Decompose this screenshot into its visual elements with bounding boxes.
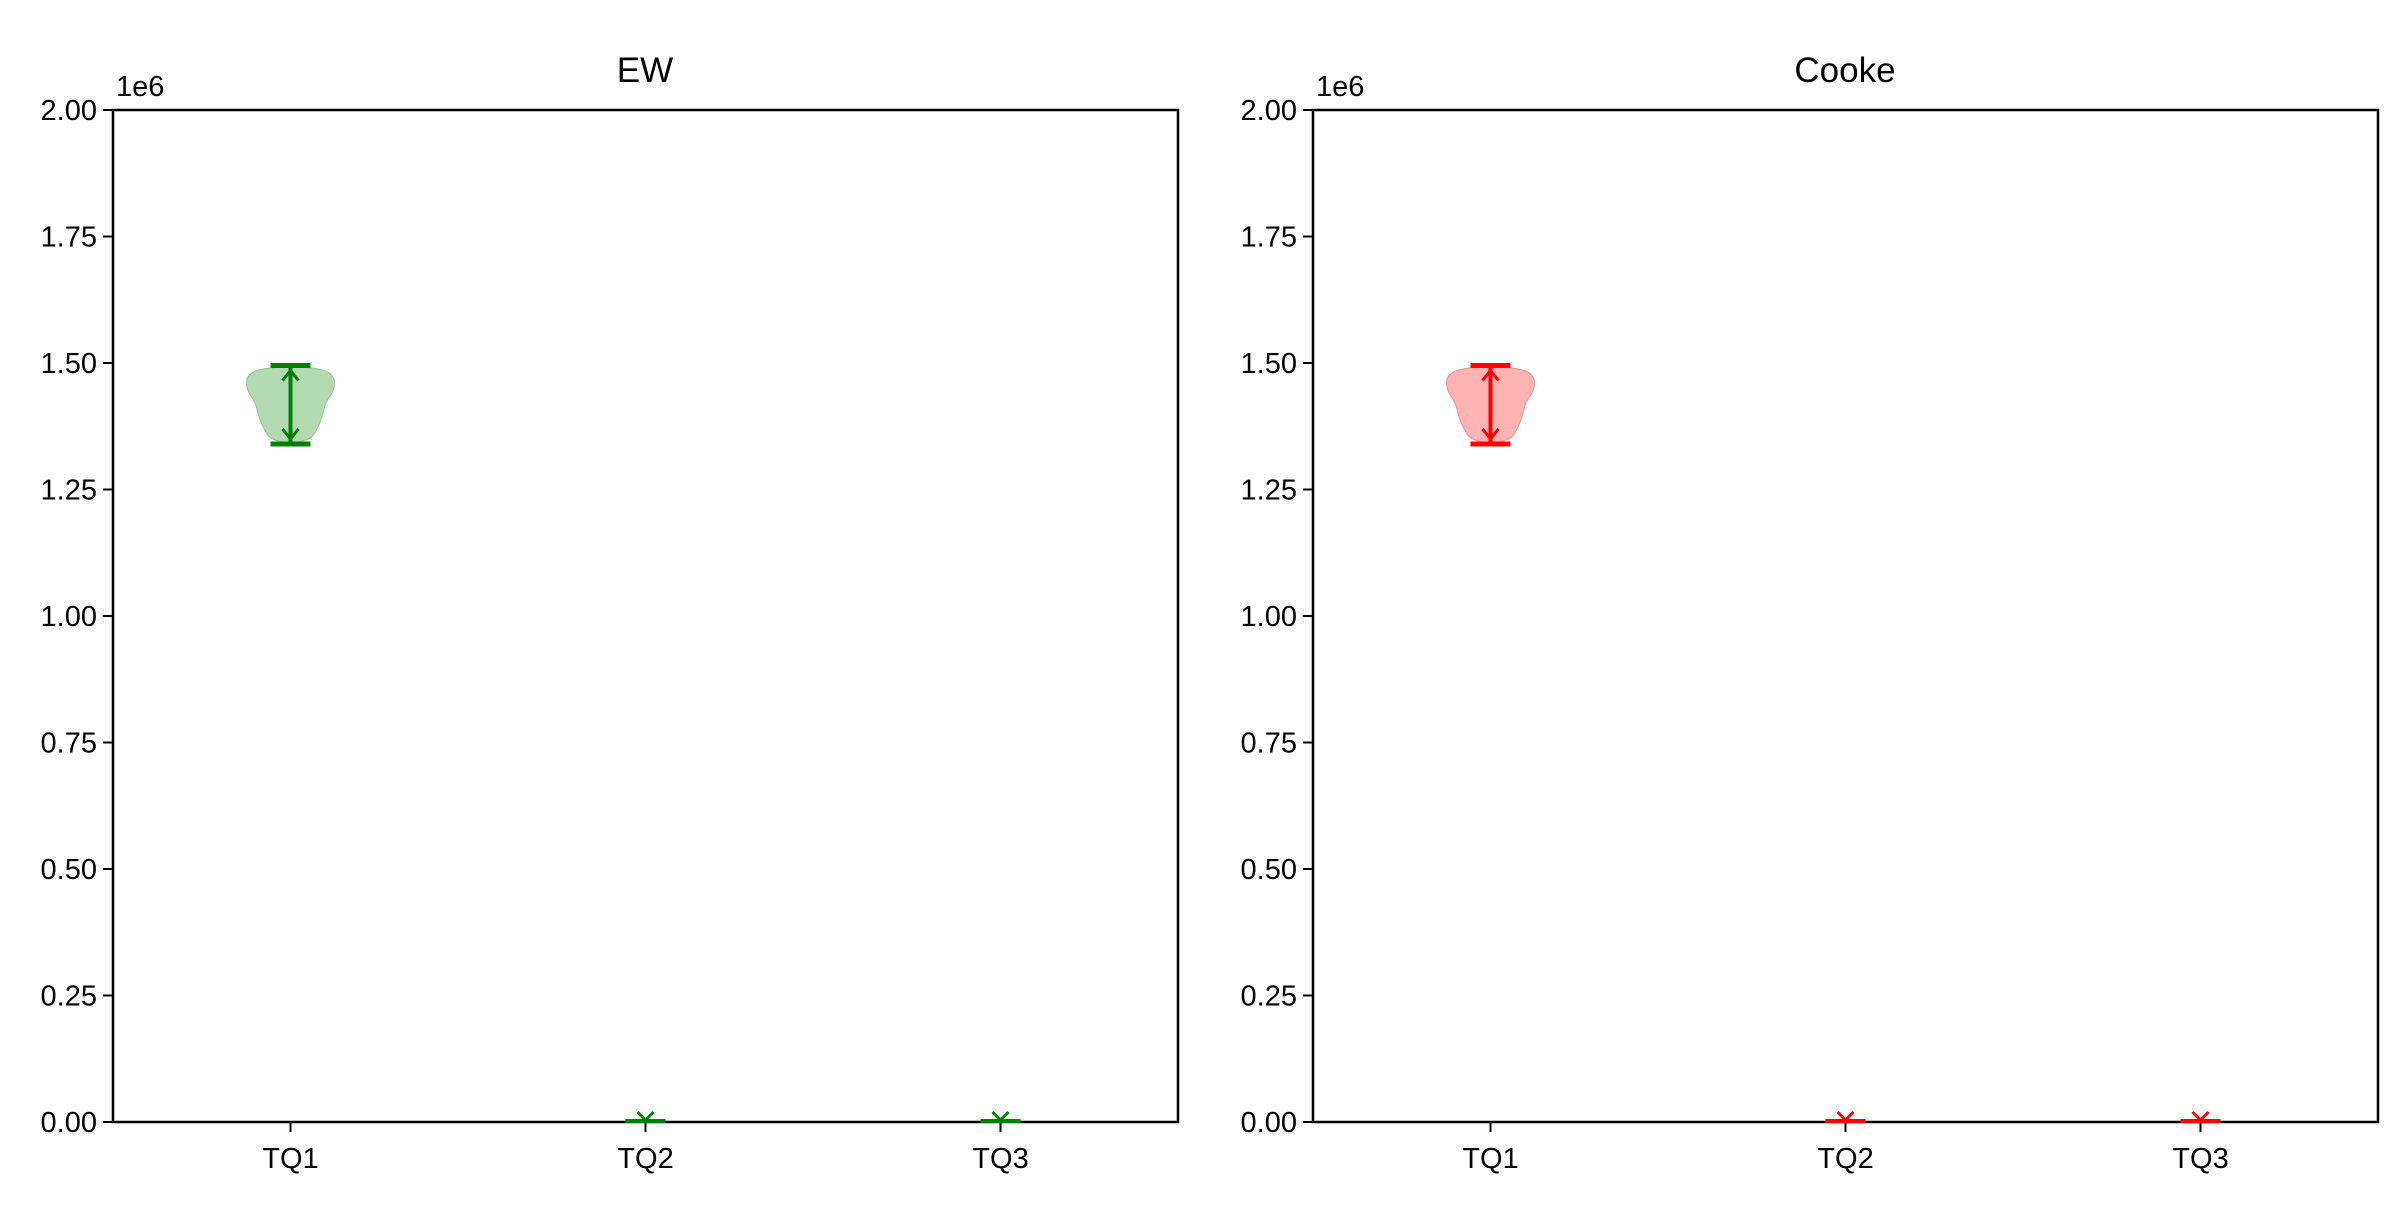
x-tick-label: TQ2 bbox=[617, 1143, 673, 1175]
y-tick-label: 1.00 bbox=[1241, 601, 1297, 633]
panel-title-ew: EW bbox=[617, 51, 673, 90]
y-tick-label: 1.25 bbox=[1241, 475, 1297, 507]
y-tick-label: 1.50 bbox=[1241, 348, 1297, 380]
violin-arrow-down bbox=[1836, 1110, 1855, 1123]
y-tick-label: 0.25 bbox=[41, 981, 97, 1013]
y-tick-label: 2.00 bbox=[1241, 95, 1297, 127]
x-tick-label: TQ3 bbox=[972, 1143, 1028, 1175]
violin-arrow-down bbox=[1481, 428, 1500, 442]
violin-arrow-up bbox=[1481, 368, 1500, 382]
y-tick-label: 1.50 bbox=[41, 348, 97, 380]
violin-arrow-down bbox=[636, 1110, 655, 1123]
y-tick-label: 0.25 bbox=[1241, 981, 1297, 1013]
y-tick-label: 1.25 bbox=[41, 475, 97, 507]
x-tick-label: TQ1 bbox=[1462, 1143, 1518, 1175]
violin-arrow-down bbox=[281, 428, 300, 442]
y-tick-label: 0.75 bbox=[1241, 728, 1297, 760]
y-tick-label: 1.75 bbox=[1241, 222, 1297, 254]
violin-arrow-down bbox=[991, 1110, 1010, 1123]
offset-label-ew: 1e6 bbox=[116, 71, 164, 103]
x-tick-label: TQ1 bbox=[262, 1143, 318, 1175]
x-tick-label: TQ2 bbox=[1817, 1143, 1873, 1175]
panel-title-cooke: Cooke bbox=[1794, 51, 1895, 90]
y-tick-label: 0.00 bbox=[1241, 1107, 1297, 1139]
offset-label-cooke: 1e6 bbox=[1316, 71, 1364, 103]
y-tick-label: 0.00 bbox=[41, 1107, 97, 1139]
y-tick-label: 0.50 bbox=[1241, 854, 1297, 886]
panel-cooke: Cooke 1e6 0.00 0.25 0.50 0.75 1.00 1.25 1.50 1.… bbox=[1241, 51, 2380, 1175]
y-tick-label: 1.00 bbox=[41, 601, 97, 633]
violin-arrow-down bbox=[2191, 1110, 2210, 1123]
x-tick-label: TQ3 bbox=[2172, 1143, 2228, 1175]
y-tick-label: 0.75 bbox=[41, 728, 97, 760]
plot-frame bbox=[111, 108, 1180, 1124]
y-tick-label: 0.50 bbox=[41, 854, 97, 886]
y-tick-label: 1.75 bbox=[41, 222, 97, 254]
plot-frame bbox=[1311, 108, 2380, 1124]
panel-ew: EW 1e6 0.00 0.25 0.50 0.75 1.00 1.25 1.50 1.75 2… bbox=[41, 51, 1180, 1175]
violin-arrow-up bbox=[281, 368, 300, 382]
y-tick-label: 2.00 bbox=[41, 95, 97, 127]
